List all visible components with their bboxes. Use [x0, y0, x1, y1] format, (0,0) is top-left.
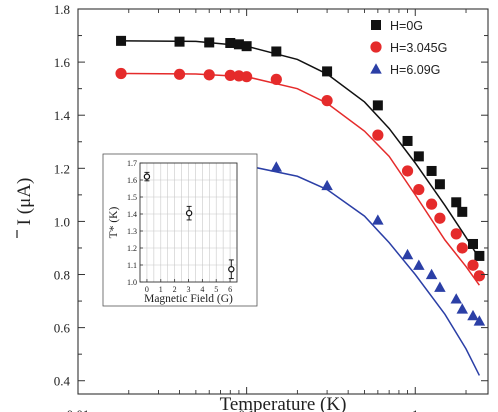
- data-point-series-2: [270, 161, 283, 172]
- inset-y-tick-label: 1.4: [127, 210, 137, 219]
- data-point-series-0: [457, 206, 468, 217]
- data-point-series-1: [173, 68, 186, 80]
- inset-x-tick-label: 5: [214, 285, 218, 294]
- data-point-series-2: [467, 309, 479, 321]
- data-point-series-1: [372, 129, 384, 141]
- inset-data-point-0: [143, 173, 151, 180]
- x-tick-label: 0.1: [239, 407, 255, 412]
- inset-y-tick-label: 1.6: [127, 176, 137, 185]
- data-point-series-0: [233, 39, 244, 50]
- inset-data-point-2: [228, 266, 235, 273]
- data-point-series-2: [413, 259, 425, 270]
- inset-x-tick-label: 2: [173, 285, 177, 294]
- data-point-series-1: [456, 242, 468, 254]
- data-point-series-1: [270, 73, 282, 85]
- data-point-series-1: [473, 270, 485, 282]
- legend-marker-2: [370, 63, 382, 74]
- inset-x-tick-label: 0: [145, 285, 149, 294]
- inset-x-axis-title: Magnetic Field (G): [144, 293, 233, 305]
- legend-label-1: H=3.045G: [390, 41, 447, 55]
- data-point-series-1: [321, 95, 333, 107]
- inset-x-tick-label: 1: [159, 285, 163, 294]
- y-tick-label: 0.8: [54, 268, 70, 283]
- inset-chart: 0 1 2 3 4 5 6 1.0 1.1 1.2 1.3 1.4 1.5 1.6 1.7 Magnetic …: [102, 153, 258, 307]
- inset-y-tick-label: 1.1: [127, 261, 137, 270]
- y-tick-label: 0.4: [54, 374, 71, 389]
- data-point-series-1: [434, 212, 446, 224]
- data-point-series-0: [372, 100, 383, 111]
- inset-data-point-1: [185, 209, 193, 217]
- data-point-series-0: [322, 66, 333, 77]
- legend-label-0: H=0G: [390, 19, 423, 33]
- data-point-series-0: [426, 165, 437, 176]
- data-point-series-2: [473, 315, 486, 326]
- data-point-series-2: [321, 179, 333, 191]
- x-tick-label: 0.01: [67, 407, 90, 412]
- y-tick-label: 1.0: [54, 214, 70, 229]
- data-point-series-0: [474, 250, 485, 261]
- inset-x-tick-label: 4: [200, 285, 204, 294]
- y-tick-label: 1.4: [54, 108, 71, 123]
- data-point-series-0: [116, 35, 127, 46]
- data-point-series-1: [426, 198, 438, 210]
- data-point-series-2: [456, 303, 469, 314]
- data-point-series-1: [450, 228, 462, 240]
- inset-y-tick-label: 1.2: [127, 244, 137, 253]
- y-axis-title: I (μA): [14, 178, 35, 226]
- data-point-series-0: [271, 46, 282, 57]
- main-axes: 0.01 0.1 1 0.4 0.6 0.8 1.0 1.2 1.4 1.6 1.8 Temperat…: [14, 2, 489, 412]
- data-point-series-1: [401, 165, 414, 177]
- legend-marker-1: [370, 41, 382, 53]
- x-axis-title: Temperature (K): [220, 394, 347, 412]
- inset-y-tick-label: 1.0: [127, 278, 137, 287]
- inset-y-tick-label: 1.5: [127, 193, 137, 202]
- y-tick-label: 1.6: [54, 55, 71, 70]
- data-point-series-1: [413, 183, 425, 196]
- inset-background: [102, 153, 258, 307]
- data-point-series-0: [434, 179, 445, 190]
- inset-x-tick-label: 6: [228, 285, 232, 294]
- data-point-series-0: [241, 41, 252, 52]
- legend: H=0G H=3.045G H=6.09G: [370, 19, 447, 77]
- data-point-series-0: [402, 135, 413, 146]
- legend-marker-0: [371, 20, 381, 30]
- inset-y-tick-label: 1.3: [127, 227, 137, 236]
- data-point-series-0: [413, 151, 424, 162]
- data-point-series-2: [434, 281, 446, 292]
- main-plot-frame: [77, 8, 489, 395]
- data-point-series-1: [224, 69, 236, 81]
- data-point-series-1: [241, 71, 253, 83]
- y-tick-label: 1.2: [54, 161, 70, 176]
- data-point-series-0: [468, 238, 479, 249]
- data-point-series-0: [204, 37, 215, 48]
- y-tick-label: 1.8: [54, 2, 70, 17]
- inset-y-axis-title: T* (K): [108, 207, 120, 239]
- data-point-series-1: [203, 69, 215, 81]
- data-point-series-0: [174, 36, 185, 47]
- data-point-series-0: [225, 37, 236, 48]
- data-point-series-2: [401, 248, 414, 260]
- x-tick-label: 1: [412, 407, 419, 412]
- inset-x-tick-label: 3: [187, 285, 191, 294]
- data-point-series-1: [467, 259, 479, 271]
- data-point-series-0: [451, 197, 462, 208]
- legend-label-2: H=6.09G: [390, 63, 440, 77]
- data-point-series-2: [372, 214, 384, 225]
- data-point-series-2: [425, 268, 438, 280]
- inset-y-tick-label: 1.7: [127, 159, 137, 168]
- y-tick-label: 0.6: [54, 321, 71, 336]
- data-point-series-1: [115, 67, 127, 80]
- data-point-series-2: [450, 293, 462, 304]
